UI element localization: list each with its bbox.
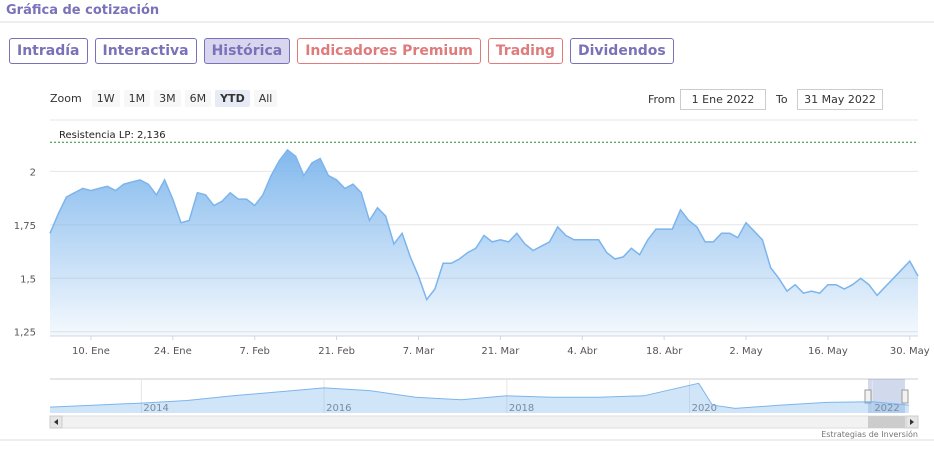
scrollbar-thumb[interactable] bbox=[868, 416, 905, 428]
tabs: Intradía Interactiva Histórica Indicadores … bbox=[9, 38, 674, 64]
nav-tick-label: 2014 bbox=[143, 403, 168, 414]
nav-line bbox=[49, 382, 909, 409]
navigator-selection[interactable] bbox=[868, 379, 905, 413]
arrow bbox=[54, 419, 58, 425]
x-tick-label: 21. Feb bbox=[318, 346, 355, 357]
nav-tick-label: 2022 bbox=[874, 403, 899, 414]
y-tick-label: 1,25 bbox=[14, 328, 36, 339]
line bbox=[49, 148, 919, 302]
nav-area bbox=[50, 383, 909, 413]
x-tick-label: 10. Ene bbox=[72, 346, 110, 357]
scrollbar-track[interactable] bbox=[49, 415, 919, 429]
y-tick-label: 1,75 bbox=[14, 221, 36, 232]
x-tick-label: 7. Mar bbox=[403, 346, 435, 357]
x-tick-label: 16. May bbox=[808, 346, 848, 357]
area bbox=[50, 149, 918, 336]
navigator-handle[interactable] bbox=[864, 389, 872, 404]
from-label: From bbox=[648, 93, 676, 106]
range-button[interactable]: 6M bbox=[184, 90, 212, 107]
tab[interactable]: Intradía bbox=[9, 38, 88, 64]
nav-tick-label: 2016 bbox=[326, 403, 351, 414]
credits: Estrategias de Inversión bbox=[821, 429, 918, 439]
to-input[interactable]: 31 May 2022 bbox=[797, 89, 883, 110]
range-button[interactable]: 1W bbox=[91, 90, 120, 107]
x-tick-label: 7. Feb bbox=[239, 346, 269, 357]
x-tick-label: 4. Abr bbox=[567, 346, 598, 357]
x-tick-label: 21. Mar bbox=[481, 346, 520, 357]
to-label: To bbox=[776, 93, 788, 106]
x-tick-label: 18. Abr bbox=[646, 346, 683, 357]
range-button[interactable]: 3M bbox=[154, 90, 181, 107]
annotation-label: Resistencia LP: 2,136 bbox=[59, 130, 166, 141]
x-tick-label: 30. May bbox=[890, 346, 930, 357]
nav-tick-label: 2020 bbox=[692, 403, 717, 414]
y-tick-label: 1,5 bbox=[20, 274, 36, 285]
tab[interactable]: Histórica bbox=[203, 38, 291, 64]
range-button[interactable]: 1M bbox=[123, 90, 151, 107]
tab[interactable]: Interactiva bbox=[94, 38, 197, 64]
from-input[interactable]: 1 Ene 2022 bbox=[680, 89, 766, 110]
arrow bbox=[910, 419, 914, 425]
range-selector: Zoom 1W 1M 3M 6M YTD All bbox=[50, 90, 278, 107]
x-tick-label: 2. May bbox=[729, 346, 762, 357]
navigator-handle[interactable] bbox=[901, 389, 909, 404]
zoom-label: Zoom bbox=[50, 92, 82, 105]
header-title: Gráfica de cotización bbox=[6, 3, 160, 18]
tab[interactable]: Trading bbox=[487, 38, 563, 64]
tab[interactable]: Indicadores Premium bbox=[297, 38, 481, 64]
y-tick-label: 2 bbox=[30, 167, 36, 178]
x-tick-label: 24. Ene bbox=[154, 346, 192, 357]
range-button[interactable]: YTD bbox=[215, 90, 250, 107]
tab[interactable]: Dividendos bbox=[569, 38, 674, 64]
nav-tick-label: 2018 bbox=[509, 403, 534, 414]
range-button[interactable]: All bbox=[253, 90, 278, 107]
